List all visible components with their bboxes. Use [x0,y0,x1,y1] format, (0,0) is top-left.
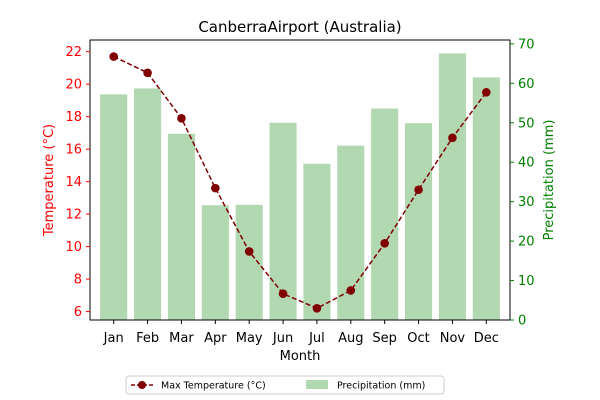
temperature-point-sep [380,239,389,248]
y-right-tick-label: 40 [518,156,535,171]
y-left-tick-label: 8 [74,273,82,288]
chart-title: CanberraAirport (Australia) [198,18,401,36]
legend-label-precipitation: Precipitation (mm) [337,381,425,392]
temperature-point-may [244,247,254,256]
x-tick-label: Apr [204,331,227,346]
temperature-point-jun [278,289,288,298]
y-axis-left: 6 8 10 12 14 16 18 20 22 [65,45,90,320]
temperature-point-aug [346,286,356,295]
precipitation-bar-jan [100,94,128,320]
precipitation-bar-jul [303,163,331,320]
x-tick-label: Jul [308,331,325,346]
x-tick-label: Aug [338,331,363,346]
temperature-point-feb [143,68,152,78]
y-right-tick-label: 0 [518,314,526,329]
x-tick-label: Dec [474,331,499,346]
x-axis-label: Month [280,349,321,364]
temperature-point-jan [109,52,119,61]
y-right-tick-label: 10 [518,274,535,289]
precipitation-bars [100,53,500,321]
plot-frame [89,39,511,321]
temperature-series [109,52,491,313]
x-tick-label: Nov [440,331,466,346]
y-left-tick-label: 14 [65,175,82,190]
y-left-tick-label: 6 [74,305,82,320]
y-left-tick-label: 10 [65,240,82,255]
y-right-tick-label: 70 [518,37,535,52]
y-right-tick-label: 50 [518,116,535,131]
y-left-tick-label: 20 [65,78,82,93]
precipitation-bar-dec [472,77,500,320]
precipitation-bar-feb [134,88,162,320]
precipitation-bar-jun [269,122,297,320]
y-axis-right-label: Precipitation (mm) [542,120,557,241]
y-left-tick-label: 12 [65,208,82,223]
temperature-point-jul [312,304,322,313]
y-left-tick-label: 22 [65,45,82,60]
y-left-tick-label: 18 [65,110,82,125]
legend-label-temperature: Max Temperature (°C) [161,381,266,392]
y-right-tick-label: 20 [518,235,535,250]
x-tick-label: Jun [272,331,293,346]
precipitation-bar-mar [167,133,195,320]
x-tick-label: Jan [103,331,124,346]
x-tick-label: May [236,331,263,346]
legend-bar-swatch [306,380,328,389]
precipitation-bar-nov [438,53,466,320]
temperature-point-apr [211,183,220,193]
x-tick-label: Oct [407,331,429,346]
temperature-point-oct [414,185,423,195]
temperature-point-mar [177,113,186,123]
legend: Max Temperature (°C) Precipitation (mm) [125,375,445,395]
y-axis-right: 0 10 20 30 40 50 60 70 [510,37,535,329]
temperature-point-dec [481,87,491,97]
x-tick-label: Sep [372,331,397,346]
legend-frame [125,375,445,395]
precipitation-bar-sep [371,108,399,321]
precipitation-bar-oct [405,123,433,320]
x-tick-label: Mar [169,331,194,346]
x-axis: Jan Feb Mar Apr May Jun Jul Aug Sep Oct Nov Dec [103,320,499,346]
precipitation-bar-apr [201,205,229,320]
y-axis-left-label: Temperature (°C) [42,124,57,237]
temperature-point-nov [448,133,457,143]
legend-marker-swatch [138,381,146,389]
y-right-tick-label: 60 [518,77,535,92]
y-right-tick-label: 30 [518,195,535,210]
temperature-line [113,55,487,310]
x-tick-label: Feb [136,331,159,346]
y-left-tick-label: 16 [65,143,82,158]
